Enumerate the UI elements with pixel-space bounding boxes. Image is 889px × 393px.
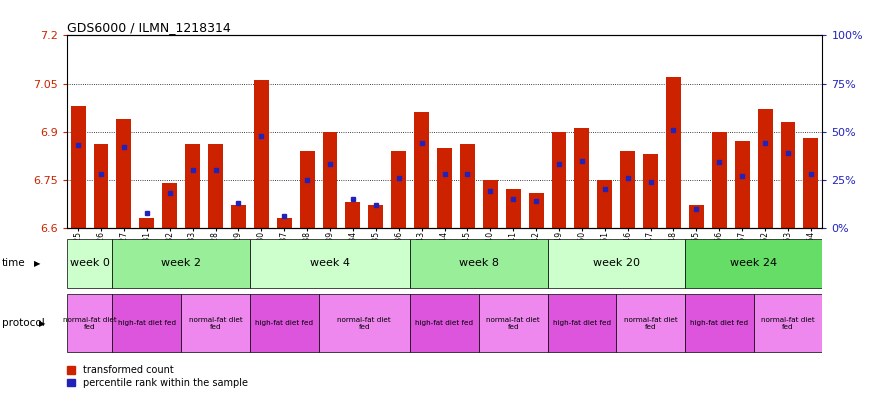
Text: week 0: week 0 xyxy=(69,258,109,268)
Text: week 8: week 8 xyxy=(459,258,499,268)
Bar xyxy=(113,294,181,353)
Bar xyxy=(689,206,704,228)
Bar xyxy=(318,294,410,353)
Bar xyxy=(712,132,726,228)
Bar xyxy=(410,294,479,353)
Text: week 24: week 24 xyxy=(730,258,777,268)
Bar xyxy=(300,151,315,228)
Legend: transformed count, percentile rank within the sample: transformed count, percentile rank withi… xyxy=(67,365,248,388)
Bar xyxy=(548,239,685,288)
Text: normal-fat diet
fed: normal-fat diet fed xyxy=(188,317,243,330)
Bar xyxy=(410,239,548,288)
Text: normal-fat diet
fed: normal-fat diet fed xyxy=(761,317,815,330)
Text: protocol: protocol xyxy=(2,318,44,328)
Text: ▶: ▶ xyxy=(34,259,40,268)
Text: normal-fat diet
fed: normal-fat diet fed xyxy=(624,317,677,330)
Bar xyxy=(437,148,452,228)
Text: week 2: week 2 xyxy=(161,258,201,268)
Bar xyxy=(460,145,475,228)
Bar xyxy=(116,119,132,228)
Bar xyxy=(551,132,566,228)
Bar xyxy=(781,122,796,228)
Bar xyxy=(185,145,200,228)
Text: ▶: ▶ xyxy=(39,319,45,328)
Bar xyxy=(757,109,773,228)
Bar xyxy=(548,294,616,353)
Text: GDS6000 / ILMN_1218314: GDS6000 / ILMN_1218314 xyxy=(67,21,230,34)
Bar xyxy=(597,180,613,228)
Bar xyxy=(616,294,685,353)
Text: high-fat diet fed: high-fat diet fed xyxy=(255,320,313,326)
Bar xyxy=(67,294,113,353)
Bar xyxy=(323,132,338,228)
Text: high-fat diet fed: high-fat diet fed xyxy=(690,320,749,326)
Bar xyxy=(276,218,292,228)
Bar xyxy=(391,151,406,228)
Text: high-fat diet fed: high-fat diet fed xyxy=(415,320,474,326)
Bar xyxy=(479,294,548,353)
Bar xyxy=(250,239,410,288)
Bar xyxy=(414,112,429,228)
Bar xyxy=(208,145,223,228)
Bar xyxy=(163,183,177,228)
Text: week 4: week 4 xyxy=(310,258,350,268)
Bar xyxy=(574,129,589,228)
Bar xyxy=(643,154,658,228)
Bar xyxy=(529,193,543,228)
Text: high-fat diet fed: high-fat diet fed xyxy=(553,320,611,326)
Bar xyxy=(685,294,754,353)
Bar xyxy=(506,189,521,228)
Bar xyxy=(666,77,681,228)
Bar xyxy=(231,206,246,228)
Bar xyxy=(368,206,383,228)
Bar xyxy=(250,294,318,353)
Text: high-fat diet fed: high-fat diet fed xyxy=(117,320,176,326)
Bar xyxy=(804,138,818,228)
Bar xyxy=(140,218,155,228)
Text: normal-fat diet
fed: normal-fat diet fed xyxy=(486,317,541,330)
Text: time: time xyxy=(2,258,26,268)
Bar xyxy=(113,239,250,288)
Bar xyxy=(734,141,749,228)
Bar xyxy=(181,294,250,353)
Text: normal-fat diet
fed: normal-fat diet fed xyxy=(63,317,116,330)
Bar xyxy=(483,180,498,228)
Bar xyxy=(621,151,635,228)
Bar xyxy=(71,106,85,228)
Bar xyxy=(346,202,360,228)
Text: normal-fat diet
fed: normal-fat diet fed xyxy=(338,317,391,330)
Bar xyxy=(254,80,268,228)
Bar xyxy=(754,294,822,353)
Bar xyxy=(67,239,113,288)
Bar xyxy=(685,239,822,288)
Bar xyxy=(93,145,108,228)
Text: week 20: week 20 xyxy=(593,258,640,268)
